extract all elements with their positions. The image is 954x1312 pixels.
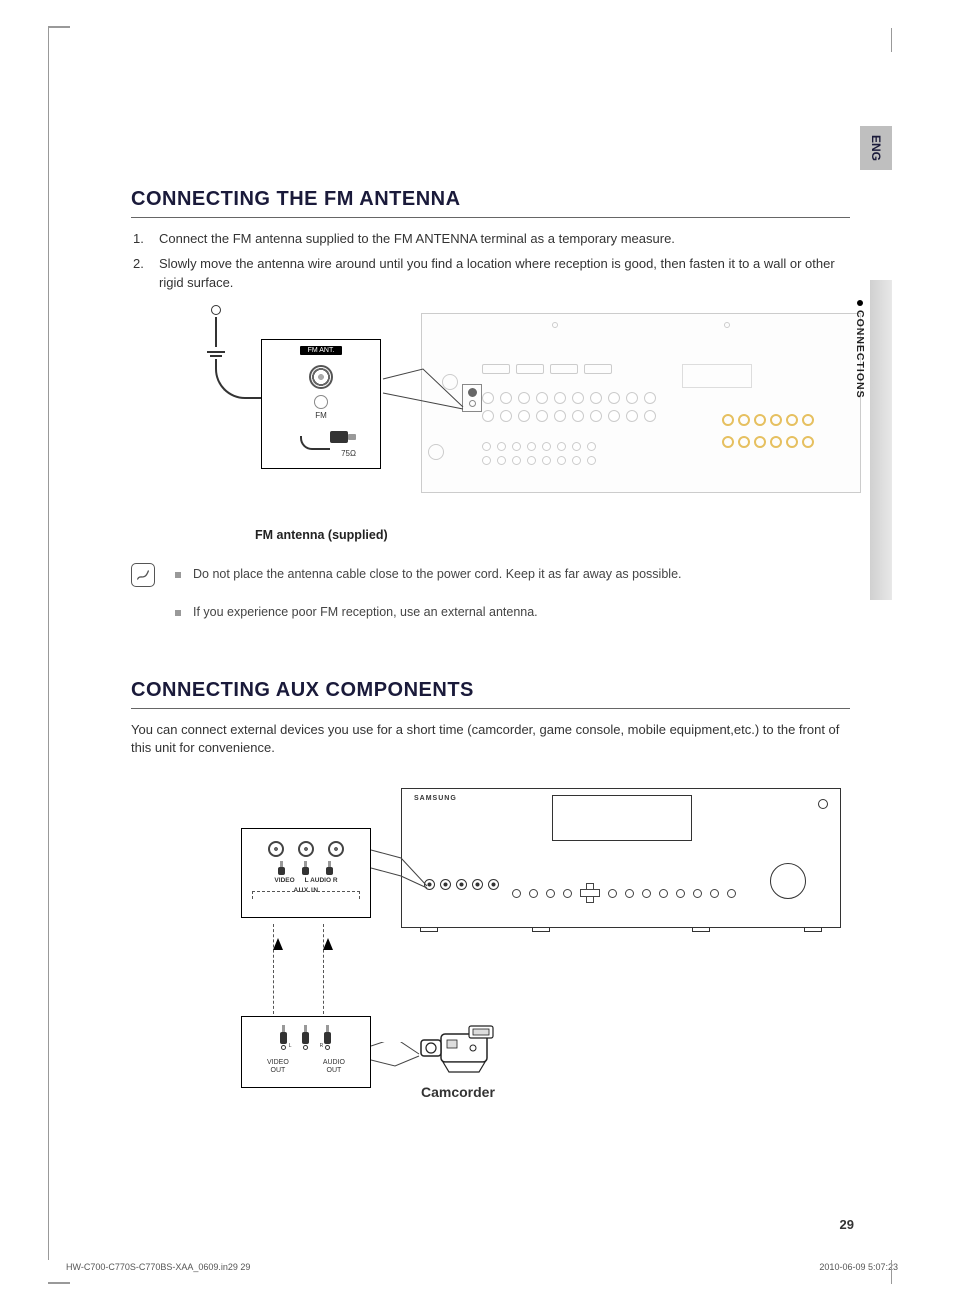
note-item: Do not place the antenna cable close to … bbox=[175, 567, 850, 581]
sidebar-tab-strip bbox=[870, 280, 892, 600]
step-1-text: Connect the FM antenna supplied to the F… bbox=[159, 231, 675, 246]
video-out-label: VIDEO OUT bbox=[267, 1059, 289, 1074]
video-label: VIDEO bbox=[274, 877, 294, 884]
display-window bbox=[552, 795, 692, 841]
rca-row-3 bbox=[482, 442, 596, 451]
receiver-back-panel bbox=[421, 313, 861, 493]
fm-text: FM bbox=[262, 411, 380, 420]
audio-out-label: AUDIO OUT bbox=[323, 1059, 345, 1074]
cam-leader-line bbox=[371, 1042, 419, 1072]
aux-jacks-zoom bbox=[242, 841, 370, 857]
page: CONNECTING THE FM ANTENNA 1.Connect the … bbox=[48, 28, 890, 1260]
fm-jack-icon bbox=[309, 365, 333, 389]
fm-ant-label: FM ANT. bbox=[300, 346, 343, 355]
note-item: If you experience poor FM reception, use… bbox=[175, 605, 850, 619]
arrows bbox=[259, 938, 359, 978]
crop-mark bbox=[891, 1260, 892, 1284]
info-box bbox=[682, 364, 752, 388]
crop-mark bbox=[48, 26, 70, 28]
speaker-row-2 bbox=[722, 436, 814, 448]
camcorder-icon bbox=[413, 1020, 513, 1080]
power-icon bbox=[818, 799, 828, 809]
speaker-row-1 bbox=[722, 414, 814, 426]
note-list: Do not place the antenna cable close to … bbox=[175, 567, 850, 643]
step-1: 1.Connect the FM antenna supplied to the… bbox=[151, 230, 850, 249]
heading-fm-antenna: CONNECTING THE FM ANTENNA bbox=[131, 188, 850, 218]
fm-caption: FM antenna (supplied) bbox=[255, 528, 388, 542]
top-screw bbox=[724, 322, 730, 328]
fm-spot bbox=[462, 384, 482, 412]
rca-row-1 bbox=[482, 392, 656, 404]
top-screw bbox=[552, 322, 558, 328]
figure-fm-antenna: FM ANT. FM 75Ω FM antenna (supplied) bbox=[171, 313, 851, 513]
note-block: Do not place the antenna cable close to … bbox=[131, 567, 850, 643]
leader-line bbox=[383, 379, 463, 415]
volume-dial bbox=[770, 863, 806, 899]
page-number: 29 bbox=[840, 1217, 854, 1232]
aux-labels: VIDEO L AUDIO R bbox=[242, 877, 370, 884]
crop-mark bbox=[891, 28, 892, 52]
aux-plugs bbox=[242, 861, 370, 875]
fm-steps: 1.Connect the FM antenna supplied to the… bbox=[131, 230, 850, 293]
footer: HW-C700-C770S-C770BS-XAA_0609.in29 29 20… bbox=[66, 1262, 898, 1272]
sidebar-lang-badge: ENG bbox=[860, 126, 892, 170]
page-content: CONNECTING THE FM ANTENNA 1.Connect the … bbox=[49, 28, 890, 1128]
figure-aux: SAMSUNG bbox=[241, 788, 841, 1128]
ohm-label: 75Ω bbox=[341, 449, 356, 458]
fm-screw-icon bbox=[314, 395, 328, 409]
leader-line-2 bbox=[371, 848, 431, 888]
note-icon bbox=[131, 563, 155, 587]
rca-row-4 bbox=[482, 456, 596, 465]
footer-left: HW-C700-C770S-C770BS-XAA_0609.in29 29 bbox=[66, 1262, 250, 1272]
camcorder-outputs-box: LR VIDEO OUT AUDIO OUT bbox=[241, 1016, 371, 1088]
aux-zoom-box: VIDEO L AUDIO R AUX IN bbox=[241, 828, 371, 918]
button-row bbox=[512, 883, 736, 903]
heading-aux-components: CONNECTING AUX COMPONENTS bbox=[131, 679, 850, 709]
plug-graphic: 75Ω bbox=[262, 426, 380, 456]
fm-zoom-box: FM ANT. FM 75Ω bbox=[261, 339, 381, 469]
camcorder-label: Camcorder bbox=[421, 1084, 495, 1100]
aux-jacks bbox=[424, 879, 499, 890]
crop-mark bbox=[48, 1282, 70, 1284]
brand-label: SAMSUNG bbox=[414, 795, 457, 802]
aux-intro-text: You can connect external devices you use… bbox=[131, 721, 850, 759]
sidebar-section-label: CONNECTIONS bbox=[854, 300, 866, 399]
feet bbox=[402, 927, 840, 932]
back-screw bbox=[428, 444, 444, 460]
step-2: 2.Slowly move the antenna wire around un… bbox=[151, 255, 850, 293]
rca-row-2 bbox=[482, 410, 656, 422]
hdmi-row bbox=[482, 364, 612, 374]
footer-right: 2010-06-09 5:07:23 bbox=[819, 1262, 898, 1272]
step-2-text: Slowly move the antenna wire around unti… bbox=[159, 256, 835, 290]
receiver-front-panel: SAMSUNG bbox=[401, 788, 841, 928]
